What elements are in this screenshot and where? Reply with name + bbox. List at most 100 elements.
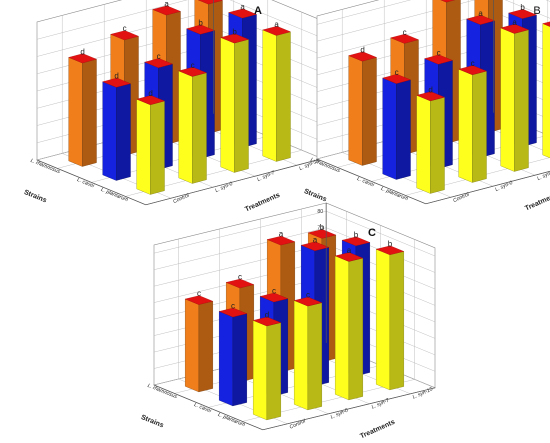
significance-letter: d (428, 85, 432, 94)
bar-top-face (197, 0, 223, 5)
axis-edges (36, 0, 323, 206)
bar-side-face (276, 31, 291, 162)
bar-top-face (259, 292, 289, 303)
bar-top-face (184, 295, 214, 305)
bar-top-face (424, 54, 453, 65)
bar-front-face (382, 77, 397, 180)
bar-side-face (234, 39, 249, 173)
bar: c (178, 61, 207, 184)
bar: c (184, 289, 214, 393)
bar-front-face (178, 70, 193, 184)
significance-letter: c (403, 28, 407, 37)
significance-letter: c (437, 49, 441, 58)
bar-top-face (382, 74, 411, 84)
z-axis-title: Treatments (359, 419, 396, 441)
bar-side-face (396, 79, 411, 180)
bar-top-face (500, 24, 529, 34)
y-tick-label: 80 (317, 209, 323, 215)
bars: baaabbcccddd (68, 0, 291, 195)
y-tick-label: 70 (317, 226, 323, 232)
significance-letter: c (191, 61, 195, 70)
x-axis-line (153, 384, 263, 431)
bar-top-face (440, 0, 456, 3)
bar: a (500, 18, 529, 172)
bar: a (262, 20, 291, 162)
bar-side-face (116, 83, 131, 181)
bars: bbbaaacccdcd (348, 0, 550, 194)
significance-letter: a (164, 0, 169, 8)
bar-front-face (68, 57, 83, 167)
bar-front-face (458, 68, 473, 183)
bar: c (382, 68, 411, 180)
gridline-x (242, 239, 415, 422)
gridline-y (316, 0, 550, 25)
bar: a (334, 246, 364, 401)
significance-letter: a (313, 235, 318, 244)
significance-letter: b (520, 3, 525, 12)
gridline-z (61, 15, 172, 199)
bar-top-face (186, 24, 215, 35)
gridline-y (316, 0, 550, 42)
bar-top-face (334, 252, 364, 262)
chart-panel-a: 010203040506070Coaggregation (%)L. rhamn… (23, 0, 324, 213)
bar-top-face (266, 235, 296, 246)
significance-letter: d (80, 47, 84, 56)
bar-front-face (253, 320, 267, 421)
bar-top-face (225, 278, 255, 289)
chart-panel-c: 01020304050607080Coaggregation (%)L. rha… (140, 202, 436, 441)
significance-letter: c (238, 273, 242, 282)
bar: d (416, 85, 445, 194)
bar-top-face (307, 229, 337, 239)
bar-top-face (293, 296, 323, 307)
bar-top-face (252, 316, 282, 327)
significance-letter: d (265, 311, 269, 320)
bar-top-face (220, 33, 249, 44)
significance-letter: a (512, 18, 517, 27)
bar-top-face (178, 67, 207, 77)
bar-top-face (218, 307, 248, 318)
significance-letter: a (347, 246, 352, 255)
bar: c (293, 291, 323, 411)
bar: d (136, 89, 165, 195)
significance-letter: c (272, 287, 276, 296)
bar-front-face (220, 37, 235, 173)
significance-letter: c (306, 291, 310, 300)
z-axis-title: Treatments (524, 191, 550, 213)
gridline-x (405, 157, 550, 196)
bar-top-face (508, 9, 537, 19)
panel-letter: A (254, 5, 262, 17)
bar: d (348, 46, 377, 166)
bar-top-face (144, 58, 173, 68)
bar-front-face (262, 29, 277, 162)
gridline-z (178, 239, 288, 425)
bar-front-face (542, 23, 550, 159)
bar-front-face (335, 255, 349, 401)
bar-top-face (348, 51, 377, 62)
bar-side-face (232, 313, 247, 407)
panel-letter: B (533, 5, 540, 17)
bar: d (68, 47, 97, 167)
bar: b (542, 21, 550, 159)
bar-side-face (307, 302, 322, 411)
bar-top-face (375, 245, 405, 255)
z-axis-line (262, 387, 436, 431)
bar-side-face (82, 58, 97, 167)
bar-front-face (102, 81, 117, 181)
significance-letter: a (240, 2, 245, 11)
significance-letter: a (478, 9, 483, 18)
bar-side-face (348, 257, 363, 401)
bar-front-face (136, 98, 151, 195)
bar-top-face (341, 236, 371, 246)
bar-top-face (136, 95, 165, 105)
bar-side-face (150, 100, 165, 195)
x-axis-title: Strains (140, 414, 165, 429)
chart-panel-b: 01020304050607080Coaggregation (%)L. rha… (303, 0, 550, 212)
bar-front-face (416, 95, 431, 194)
x-axis-line (316, 158, 426, 205)
significance-letter: d (148, 89, 152, 98)
axis-edges (153, 203, 436, 431)
panel-letter: C (368, 227, 376, 239)
bar-front-face (376, 248, 390, 391)
z-axis-line (425, 170, 550, 205)
